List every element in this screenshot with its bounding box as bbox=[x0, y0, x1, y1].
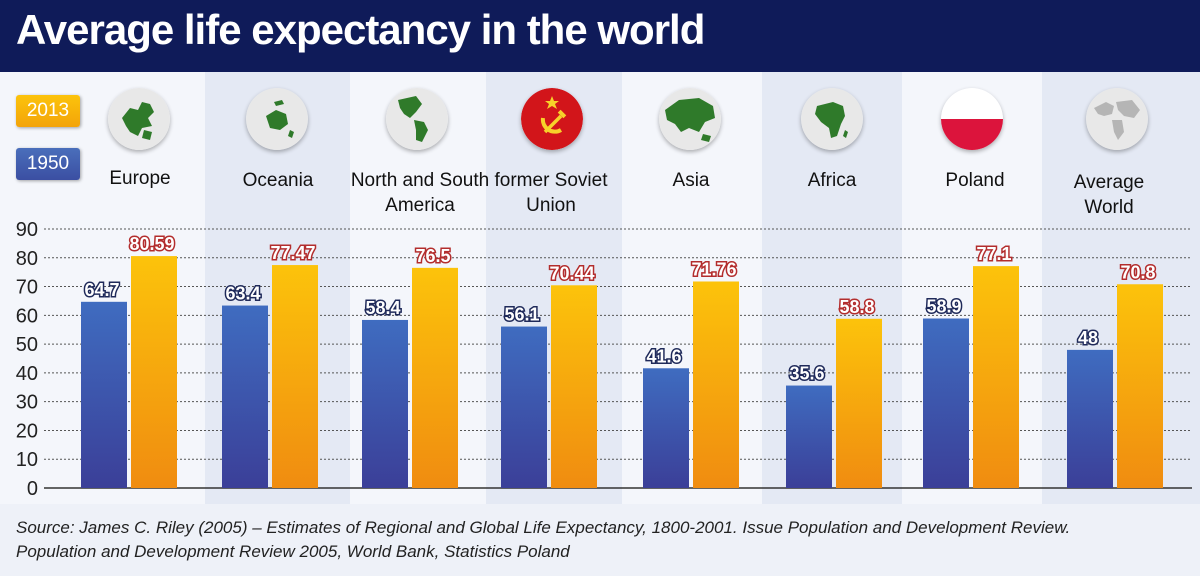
y-tick-label: 10 bbox=[16, 449, 38, 471]
africa-globe-icon bbox=[801, 88, 863, 150]
source-note: Source: James C. Riley (2005) – Estimate… bbox=[16, 516, 1186, 564]
bar-2013 bbox=[973, 266, 1019, 488]
y-tick-label: 90 bbox=[16, 219, 38, 241]
region-label-asia: Asia bbox=[672, 170, 710, 191]
legend-1950: 1950 bbox=[16, 148, 80, 180]
bar-2013 bbox=[693, 281, 739, 488]
data-label-1950: 56.1 bbox=[504, 305, 539, 325]
bar-2013 bbox=[131, 256, 177, 488]
hammer-sickle-icon bbox=[521, 88, 583, 150]
data-label-1950: 64.7 bbox=[84, 280, 119, 300]
bar-1950 bbox=[81, 301, 127, 488]
y-tick-label: 80 bbox=[16, 248, 38, 270]
y-tick-label: 60 bbox=[16, 305, 38, 327]
data-label-2013: 76.5 bbox=[415, 246, 450, 266]
world-globe-icon bbox=[1086, 88, 1148, 150]
region-label-americas: North and South America bbox=[350, 170, 490, 216]
bar-1950 bbox=[222, 305, 268, 488]
poland-flag-icon bbox=[941, 88, 1003, 150]
bar-2013 bbox=[836, 318, 882, 488]
title-bar: Average life expectancy in the world bbox=[0, 0, 1200, 72]
europe-globe-icon bbox=[108, 88, 170, 150]
asia-globe-icon bbox=[659, 88, 721, 150]
y-tick-label: 40 bbox=[16, 363, 38, 385]
data-label-2013: 70.44 bbox=[549, 263, 594, 283]
data-label-1950: 48 bbox=[1078, 328, 1098, 348]
americas-globe-icon bbox=[386, 88, 448, 150]
data-label-1950: 63.4 bbox=[225, 284, 260, 304]
bar-1950 bbox=[786, 385, 832, 488]
bar-2013 bbox=[412, 267, 458, 488]
y-tick-label: 0 bbox=[27, 478, 38, 500]
region-label-africa: Africa bbox=[807, 170, 857, 191]
data-label-2013: 70.8 bbox=[1120, 262, 1155, 282]
data-label-2013: 77.47 bbox=[270, 243, 315, 263]
source-line-2: Population and Development Review 2005, … bbox=[16, 542, 570, 561]
bar-1950 bbox=[643, 368, 689, 488]
bar-1950 bbox=[362, 319, 408, 488]
data-label-2013: 71.76 bbox=[691, 259, 736, 279]
data-label-1950: 58.9 bbox=[926, 296, 961, 316]
data-label-2013: 58.8 bbox=[839, 297, 874, 317]
bar-1950 bbox=[1067, 349, 1113, 488]
y-tick-label: 20 bbox=[16, 420, 38, 442]
region-label-oceania: Oceania bbox=[242, 170, 314, 191]
region-label-europe: Europe bbox=[109, 168, 171, 189]
bar-2013 bbox=[551, 285, 597, 488]
data-label-2013: 77.1 bbox=[976, 244, 1011, 264]
y-tick-label: 50 bbox=[16, 334, 38, 356]
oceania-globe-icon bbox=[246, 88, 308, 150]
region-label-poland: Poland bbox=[945, 170, 1005, 191]
bar-1950 bbox=[923, 318, 969, 488]
y-tick-label: 30 bbox=[16, 392, 38, 414]
legend-2013: 2013 bbox=[16, 95, 80, 127]
region-label-soviet-union: former Soviet Union bbox=[494, 170, 608, 216]
bar-1950 bbox=[501, 326, 547, 488]
bar-2013 bbox=[272, 265, 318, 488]
bar-2013 bbox=[1117, 284, 1163, 488]
region-label-average-world: Average World bbox=[1073, 172, 1145, 218]
y-tick-label: 70 bbox=[16, 277, 38, 299]
data-label-1950: 58.4 bbox=[365, 298, 400, 318]
data-label-1950: 41.6 bbox=[646, 346, 681, 366]
data-label-2013: 80.59 bbox=[129, 234, 174, 254]
data-label-1950: 35.6 bbox=[789, 364, 824, 384]
source-line-1: Source: James C. Riley (2005) – Estimate… bbox=[16, 518, 1071, 537]
page-title: Average life expectancy in the world bbox=[16, 6, 705, 53]
